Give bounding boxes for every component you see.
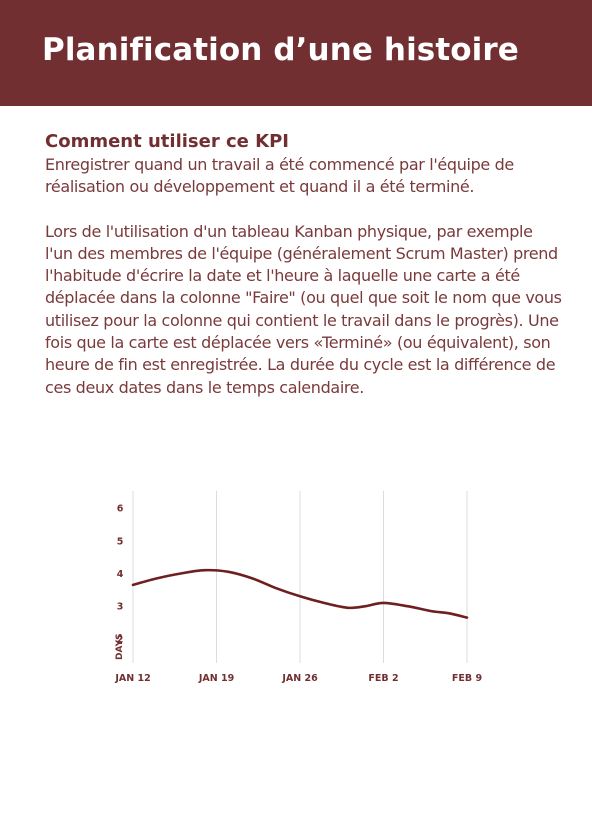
y-axis-ticks: 2 3 4 5 6 bbox=[117, 504, 124, 646]
chart-series bbox=[131, 568, 469, 619]
header-banner: Planification d’une histoire bbox=[0, 0, 592, 106]
y-tick-label: 6 bbox=[117, 504, 124, 515]
chart-grid bbox=[132, 491, 468, 663]
y-tick-label: 2 bbox=[117, 634, 124, 645]
x-tick-label: FEB 9 bbox=[452, 673, 482, 684]
x-tick-label: FEB 2 bbox=[368, 673, 398, 684]
y-tick-label: 3 bbox=[117, 602, 124, 613]
y-axis-label: DAYS bbox=[115, 633, 125, 660]
series-line bbox=[131, 568, 469, 619]
x-tick-label: JAN 12 bbox=[114, 673, 150, 684]
section-heading: Comment utiliser ce KPI bbox=[45, 131, 289, 152]
y-tick-label: 4 bbox=[117, 569, 124, 580]
y-tick-label: 5 bbox=[117, 536, 124, 547]
kpi-paragraph-2: Lors de l'utilisation d'un tableau Kanba… bbox=[45, 221, 562, 397]
kpi-paragraph-1: Enregistrer quand un travail a été comme… bbox=[45, 155, 514, 197]
page-title: Planification d’une histoire bbox=[42, 32, 519, 68]
kpi-section: Comment utiliser ce KPI Enregistrer quan… bbox=[45, 130, 565, 399]
x-tick-label: JAN 26 bbox=[281, 673, 318, 684]
x-tick-label: JAN 19 bbox=[198, 673, 234, 684]
x-axis-ticks: JAN 12 JAN 19 JAN 26 FEB 2 FEB 9 bbox=[114, 673, 482, 684]
cycle-time-chart: 2 3 4 5 6 DAYS JAN 12 JAN 19 JAN 26 FEB 2 FEB 9 bbox=[114, 491, 482, 684]
